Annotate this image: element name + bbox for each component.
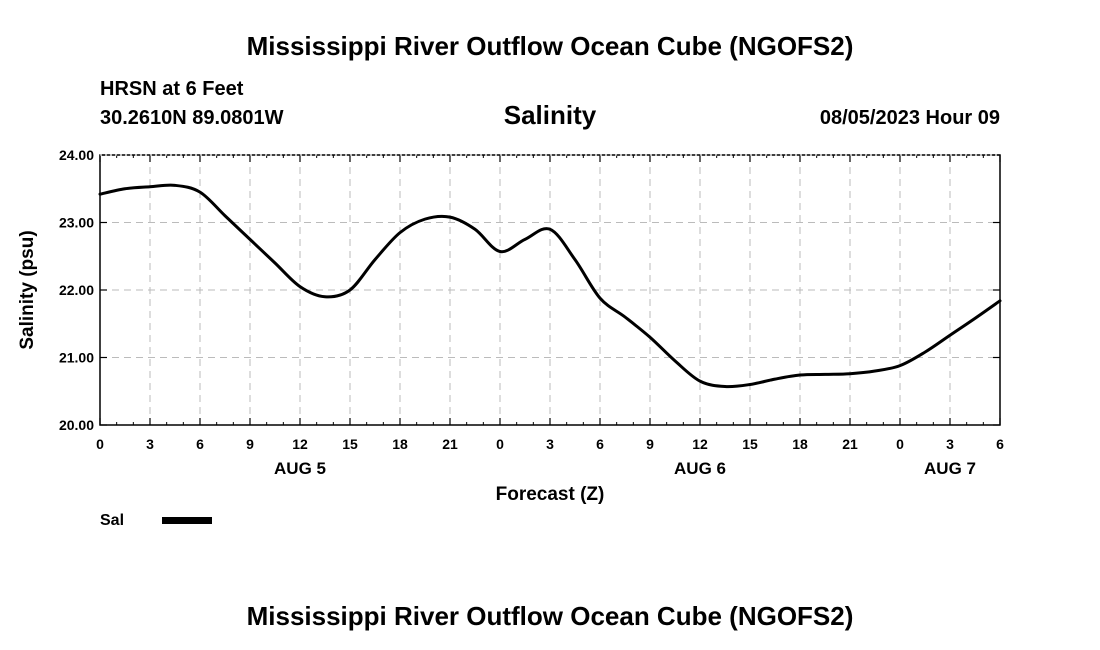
x-tick-label: 9 <box>646 436 654 452</box>
station-label: HRSN at 6 Feet <box>100 78 244 100</box>
x-tick-label: 6 <box>196 436 204 452</box>
x-tick-label: 18 <box>792 436 808 452</box>
x-tick-label: 9 <box>246 436 254 452</box>
y-axis-label: Salinity (psu) <box>17 230 38 349</box>
x-tick-labels: 0 3 6 9 12 15 18 21 0 3 6 9 12 15 18 21 0 3 6 <box>96 436 1004 452</box>
x-tick-label: 0 <box>496 436 504 452</box>
day-label: AUG 7 <box>924 459 976 478</box>
main-title: Mississippi River Outflow Ocean Cube (NG… <box>247 31 854 61</box>
series-line-sal <box>98 183 1002 389</box>
x-tick-label: 0 <box>896 436 904 452</box>
chart-title: Salinity <box>504 100 597 130</box>
x-tick-label: 3 <box>946 436 954 452</box>
day-label: AUG 6 <box>674 459 726 478</box>
x-axis-label: Forecast (Z) <box>496 484 605 505</box>
axis-ticks <box>99 154 1001 426</box>
x-tick-label: 12 <box>292 436 308 452</box>
grid <box>100 155 1000 425</box>
x-tick-label: 3 <box>146 436 154 452</box>
x-tick-label: 15 <box>742 436 758 452</box>
x-tick-label: 15 <box>342 436 358 452</box>
footer-title: Mississippi River Outflow Ocean Cube (NG… <box>247 601 854 631</box>
x-tick-label: 12 <box>692 436 708 452</box>
y-tick-label: 22.00 <box>59 282 94 298</box>
day-labels: AUG 5 AUG 6 AUG 7 <box>274 459 976 478</box>
day-label: AUG 5 <box>274 459 326 478</box>
x-tick-label: 6 <box>996 436 1004 452</box>
y-tick-labels: 20.00 21.00 22.00 23.00 24.00 <box>59 147 94 433</box>
x-tick-label: 21 <box>842 436 858 452</box>
legend: Sal <box>100 512 212 529</box>
x-tick-label: 0 <box>96 436 104 452</box>
x-tick-label: 18 <box>392 436 408 452</box>
y-tick-label: 23.00 <box>59 215 94 231</box>
series-layer <box>98 183 1002 389</box>
x-tick-label: 21 <box>442 436 458 452</box>
y-tick-label: 20.00 <box>59 417 94 433</box>
legend-label: Sal <box>100 512 124 529</box>
station-coordinates: 30.2610N 89.0801W <box>100 107 284 129</box>
x-tick-label: 6 <box>596 436 604 452</box>
x-tick-label: 3 <box>546 436 554 452</box>
forecast-datetime: 08/05/2023 Hour 09 <box>820 107 1000 129</box>
y-tick-label: 21.00 <box>59 350 94 366</box>
y-tick-label: 24.00 <box>59 147 94 163</box>
